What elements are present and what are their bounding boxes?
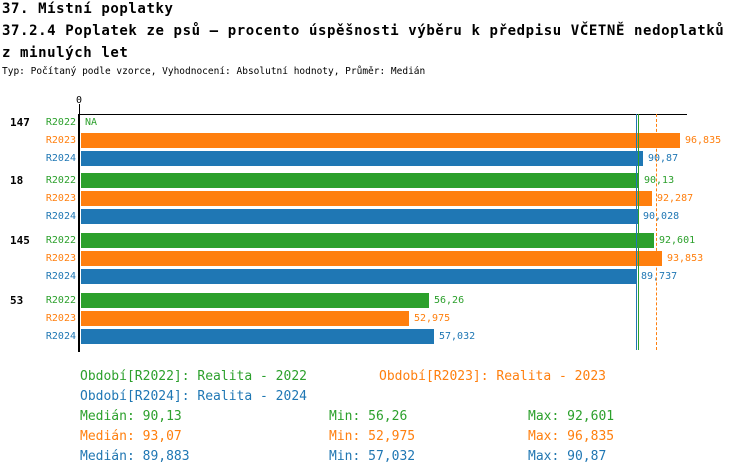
stat-max-r2022: Max: 92,601 — [528, 409, 615, 424]
series-row-label: R2024 — [45, 153, 76, 164]
series-row-label: R2023 — [45, 253, 76, 264]
series-row-label: R2024 — [45, 211, 76, 222]
report-section-title: 37. Místní poplatky — [2, 1, 174, 17]
series-row-label: R2022 — [45, 175, 76, 186]
group-label: 145 — [10, 234, 30, 247]
series-row-label: R2022 — [45, 235, 76, 246]
stat-max-r2024: Max: 90,87 — [528, 449, 607, 464]
group-label: 53 — [10, 294, 24, 307]
bar — [81, 191, 652, 206]
series-row-label: R2023 — [45, 135, 76, 146]
legend-item-r2024: Období[R2024]: Realita - 2024 — [80, 389, 307, 404]
bar — [81, 209, 638, 224]
bar-value-label: 90,87 — [648, 153, 679, 164]
bar — [81, 329, 434, 344]
bar — [81, 173, 639, 188]
bar-value-label: 57,032 — [439, 331, 476, 342]
series-row-label: R2022 — [45, 117, 76, 128]
bar — [81, 269, 636, 284]
bar — [81, 151, 643, 166]
series-row-label: R2023 — [45, 313, 76, 324]
x-axis-line — [79, 114, 687, 115]
stat-min-r2024: Min: 57,032 — [329, 449, 416, 464]
stat-min-r2022: Min: 56,26 — [329, 409, 408, 424]
series-row-label: R2024 — [45, 331, 76, 342]
bar — [81, 293, 429, 308]
bar-value-label: 56,26 — [434, 295, 465, 306]
bar — [81, 251, 662, 266]
bar — [81, 133, 680, 148]
bar-value-label: 89,737 — [641, 271, 678, 282]
chart-title-line2: z minulých let — [2, 45, 129, 61]
x-axis-tick — [79, 104, 80, 114]
stat-median-r2023: Medián: 93,07 — [80, 429, 182, 444]
median-line-r2023 — [656, 114, 657, 350]
group-label: 18 — [10, 174, 24, 187]
stat-median-r2022: Medián: 90,13 — [80, 409, 182, 424]
group-label: 147 — [10, 116, 30, 129]
x-axis-origin-label: 0 — [75, 95, 83, 106]
bar — [81, 233, 654, 248]
legend-item-r2023: Období[R2023]: Realita - 2023 — [379, 369, 606, 384]
stat-median-r2024: Medián: 89,883 — [80, 449, 190, 464]
stat-min-r2023: Min: 52,975 — [329, 429, 416, 444]
median-line-r2024 — [636, 114, 637, 350]
bar-value-label: 93,853 — [667, 253, 704, 264]
median-line-r2022 — [638, 114, 639, 350]
bar-value-label: 90,028 — [643, 211, 680, 222]
chart-meta-info: Typ: Počítaný podle vzorce, Vyhodnocení:… — [2, 66, 426, 77]
bar-value-label: NA — [85, 117, 98, 128]
series-row-label: R2023 — [45, 193, 76, 204]
bar — [81, 311, 409, 326]
stat-max-r2023: Max: 96,835 — [528, 429, 615, 444]
bar-value-label: 52,975 — [414, 313, 451, 324]
series-row-label: R2022 — [45, 295, 76, 306]
bar-value-label: 92,601 — [659, 235, 696, 246]
bar-value-label: 96,835 — [685, 135, 722, 146]
y-axis-line — [78, 114, 80, 352]
bar-value-label: 90,13 — [644, 175, 675, 186]
bar-value-label: 92,287 — [657, 193, 694, 204]
legend-item-r2022: Období[R2022]: Realita - 2022 — [80, 369, 307, 384]
chart-title-line1: 37.2.4 Poplatek ze psů – procento úspěšn… — [2, 23, 725, 39]
series-row-label: R2024 — [45, 271, 76, 282]
